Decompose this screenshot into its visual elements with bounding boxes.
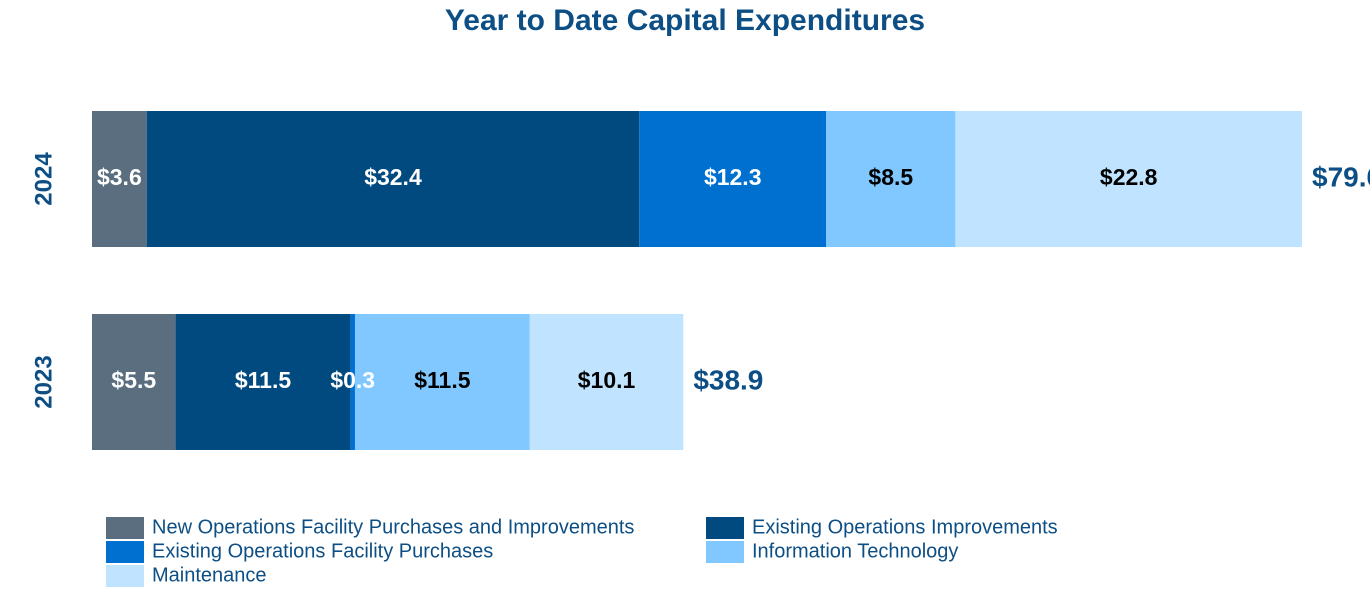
bar-segment xyxy=(146,111,640,247)
legend-label: Existing Operations Facility Purchases xyxy=(152,540,493,562)
data-label: $5.5 xyxy=(111,367,156,393)
data-label: $11.5 xyxy=(235,367,291,393)
data-label: $12.3 xyxy=(704,164,762,190)
category-label: 2024 xyxy=(30,152,57,206)
data-label: $8.5 xyxy=(868,164,913,190)
chart-title: Year to Date Capital Expenditures xyxy=(445,4,925,37)
bar-segment xyxy=(92,111,147,247)
legend-label: New Operations Facility Purchases and Im… xyxy=(152,516,634,538)
data-label: $22.8 xyxy=(1100,164,1158,190)
data-label: $0.3 xyxy=(330,367,375,393)
legend-label: Existing Operations Improvements xyxy=(752,516,1058,538)
bar-segment xyxy=(354,314,530,450)
legend-swatch xyxy=(106,541,144,563)
bar-segment xyxy=(639,111,827,247)
bar-segment xyxy=(92,314,176,450)
legend-swatch xyxy=(106,565,144,587)
legend-label: Information Technology xyxy=(752,540,958,562)
category-label: 2023 xyxy=(30,355,57,408)
legend-swatch xyxy=(706,517,744,539)
total-label: $79.6 xyxy=(1312,161,1370,192)
total-label: $38.9 xyxy=(693,364,763,395)
data-label: $10.1 xyxy=(578,367,636,393)
data-label: $11.5 xyxy=(414,367,470,393)
bar-segment xyxy=(955,111,1302,247)
data-label: $32.4 xyxy=(364,164,422,190)
legend-label: Maintenance xyxy=(152,564,267,586)
bar-segment xyxy=(529,314,684,450)
bar-segment xyxy=(826,111,956,247)
legend-swatch xyxy=(706,541,744,563)
legend-swatch xyxy=(106,517,144,539)
bar-segment xyxy=(350,314,355,450)
bar-segment xyxy=(175,314,351,450)
data-label: $3.6 xyxy=(97,164,142,190)
